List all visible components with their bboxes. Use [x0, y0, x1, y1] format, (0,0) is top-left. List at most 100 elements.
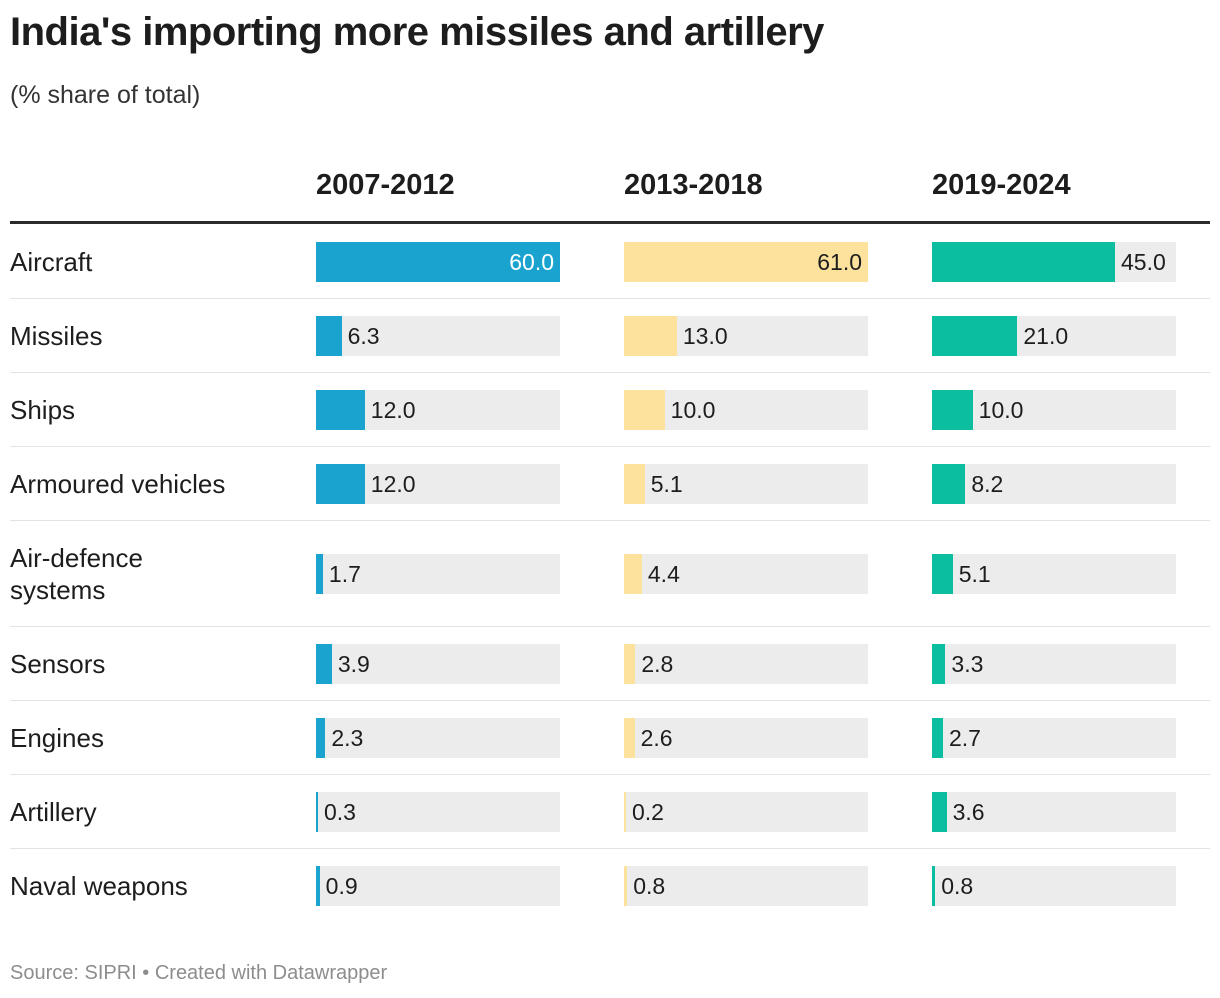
- bar-track-missiles-2019-2024: 21.0: [932, 316, 1176, 356]
- row-label-line: Missiles: [10, 321, 103, 351]
- row-label-sensors: Sensors: [10, 648, 270, 680]
- bar-track-artillery-2019-2024: 3.6: [932, 792, 1176, 832]
- row-label-line: Air-defence: [10, 543, 143, 573]
- row-separator: [10, 298, 1210, 299]
- row-separator: [10, 446, 1210, 447]
- bar-missiles-2007-2012: [316, 316, 342, 356]
- value-label-artillery-2007-2012: 0.3: [324, 799, 356, 825]
- bar-track-armoured-vehicles-2019-2024: 8.2: [932, 464, 1176, 504]
- row-label-aircraft: Aircraft: [10, 246, 270, 278]
- bar-track-artillery-2013-2018: 0.2: [624, 792, 868, 832]
- row-label-engines: Engines: [10, 722, 270, 754]
- bar-air-defence-systems-2007-2012: [316, 554, 323, 594]
- bar-track-air-defence-systems-2019-2024: 5.1: [932, 554, 1176, 594]
- bar-artillery-2019-2024: [932, 792, 947, 832]
- value-label-armoured-vehicles-2007-2012: 12.0: [370, 471, 416, 497]
- row-label-ships: Ships: [10, 394, 270, 426]
- bar-engines-2013-2018: [624, 718, 635, 758]
- row-label-line: Artillery: [10, 797, 97, 827]
- row-label-air-defence-systems: Air-defence systems: [10, 542, 270, 606]
- row-label-line: Aircraft: [10, 247, 93, 277]
- source-note: Source: SIPRI • Created with Datawrapper: [10, 962, 388, 984]
- value-label-aircraft-2007-2012: 60.0: [509, 249, 554, 275]
- row-label-naval-weapons: Naval weapons: [10, 870, 270, 902]
- bar-artillery-2013-2018: [624, 792, 626, 832]
- row-label-line: Naval weapons: [10, 871, 188, 901]
- row-label-artillery: Artillery: [10, 796, 270, 828]
- bar-ships-2007-2012: [316, 390, 365, 430]
- value-label-engines-2007-2012: 2.3: [331, 725, 364, 751]
- row-separator: [10, 372, 1210, 373]
- value-label-missiles-2013-2018: 13.0: [682, 323, 728, 349]
- value-label-missiles-2007-2012: 6.3: [347, 323, 380, 349]
- value-label-sensors-2019-2024: 3.3: [951, 651, 984, 677]
- bar-track-engines-2013-2018: 2.6: [624, 718, 868, 758]
- row-label-line: Armoured vehicles: [10, 469, 226, 499]
- bar-track-naval-weapons-2019-2024: 0.8: [932, 866, 1176, 906]
- bar-engines-2019-2024: [932, 718, 943, 758]
- value-label-engines-2013-2018: 2.6: [640, 725, 673, 751]
- value-label-naval-weapons-2013-2018: 0.8: [633, 873, 666, 899]
- bar-naval-weapons-2019-2024: [932, 866, 936, 906]
- row-label-line: Engines: [10, 723, 104, 753]
- bar-ships-2013-2018: [624, 390, 665, 430]
- row-separator: [10, 848, 1210, 849]
- row-separator: [10, 700, 1210, 701]
- row-label-armoured-vehicles: Armoured vehicles: [10, 468, 270, 500]
- bar-missiles-2019-2024: [932, 316, 1018, 356]
- bar-track-aircraft-2019-2024: 45.0: [932, 242, 1176, 282]
- value-label-air-defence-systems-2007-2012: 1.7: [328, 561, 361, 587]
- bar-sensors-2019-2024: [932, 644, 946, 684]
- bar-track-engines-2007-2012: 2.3: [316, 718, 560, 758]
- bar-engines-2007-2012: [316, 718, 326, 758]
- header-rule: [10, 221, 1210, 224]
- bar-track-naval-weapons-2013-2018: 0.8: [624, 866, 868, 906]
- bar-track-artillery-2007-2012: 0.3: [316, 792, 560, 832]
- value-label-air-defence-systems-2013-2018: 4.4: [647, 561, 680, 587]
- bar-track-ships-2019-2024: 10.0: [932, 390, 1176, 430]
- row-label-line: Sensors: [10, 649, 106, 679]
- value-label-artillery-2013-2018: 0.2: [632, 799, 664, 825]
- row-separator: [10, 520, 1210, 521]
- bar-track-ships-2013-2018: 10.0: [624, 390, 868, 430]
- value-label-naval-weapons-2007-2012: 0.9: [325, 873, 358, 899]
- row-label-missiles: Missiles: [10, 320, 270, 352]
- bar-naval-weapons-2013-2018: [624, 866, 628, 906]
- bar-aircraft-2013-2018: [624, 242, 868, 282]
- value-label-ships-2019-2024: 10.0: [978, 397, 1024, 423]
- row-separator: [10, 774, 1210, 775]
- bar-air-defence-systems-2013-2018: [624, 554, 642, 594]
- bar-track-sensors-2007-2012: 3.9: [316, 644, 560, 684]
- value-label-air-defence-systems-2019-2024: 5.1: [958, 561, 991, 587]
- value-label-engines-2019-2024: 2.7: [948, 725, 981, 751]
- bar-track-engines-2019-2024: 2.7: [932, 718, 1176, 758]
- bar-ships-2019-2024: [932, 390, 973, 430]
- value-label-armoured-vehicles-2013-2018: 5.1: [650, 471, 683, 497]
- bar-track-air-defence-systems-2007-2012: 1.7: [316, 554, 560, 594]
- bar-track-naval-weapons-2007-2012: 0.9: [316, 866, 560, 906]
- bar-track-air-defence-systems-2013-2018: 4.4: [624, 554, 868, 594]
- bar-track-missiles-2007-2012: 6.3: [316, 316, 560, 356]
- bar-artillery-2007-2012: [316, 792, 318, 832]
- column-header-2019-2024: 2019-2024: [932, 169, 1071, 201]
- bar-track-ships-2007-2012: 12.0: [316, 390, 560, 430]
- bar-track-armoured-vehicles-2007-2012: 12.0: [316, 464, 560, 504]
- row-label-line: Ships: [10, 395, 76, 425]
- row-separator: [10, 626, 1210, 627]
- bar-track-missiles-2013-2018: 13.0: [624, 316, 868, 356]
- bar-air-defence-systems-2019-2024: [932, 554, 953, 594]
- bar-track-aircraft-2013-2018: 61.0: [624, 242, 868, 282]
- bar-aircraft-2019-2024: [932, 242, 1115, 282]
- bar-armoured-vehicles-2007-2012: [316, 464, 365, 504]
- bar-aircraft-2007-2012: [316, 242, 560, 282]
- bar-sensors-2013-2018: [624, 644, 636, 684]
- value-label-ships-2007-2012: 12.0: [370, 397, 416, 423]
- bar-track-sensors-2013-2018: 2.8: [624, 644, 868, 684]
- bar-missiles-2013-2018: [624, 316, 677, 356]
- value-label-naval-weapons-2019-2024: 0.8: [941, 873, 974, 899]
- bar-track-aircraft-2007-2012: 60.0: [316, 242, 560, 282]
- bar-naval-weapons-2007-2012: [316, 866, 320, 906]
- value-label-aircraft-2019-2024: 45.0: [1121, 249, 1166, 275]
- value-label-artillery-2019-2024: 3.6: [952, 799, 985, 825]
- value-label-sensors-2007-2012: 3.9: [337, 651, 370, 677]
